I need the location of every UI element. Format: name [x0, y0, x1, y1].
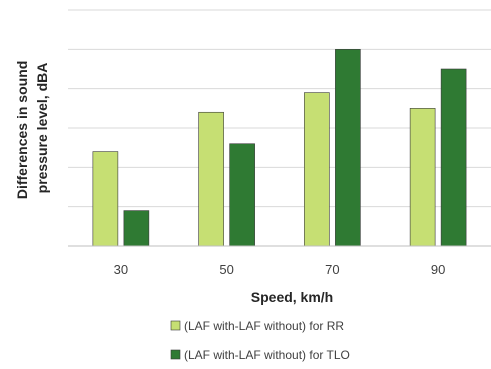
x-tick-label-30: 30: [114, 262, 128, 277]
bar-rr-30: [92, 151, 119, 247]
bar-rr-90: [409, 108, 436, 247]
x-tick-label-70: 70: [325, 262, 339, 277]
bar-rr-70: [304, 92, 330, 247]
legend-label-tlo: (LAF with-LAF without) for TLO: [184, 348, 350, 362]
bars: [92, 49, 467, 247]
legend-label-rr: (LAF with-LAF without) for RR: [184, 319, 344, 333]
bar-tlo-90: [440, 68, 467, 247]
y-axis-title: Differences in sound pressure level, dBA: [14, 57, 50, 199]
legend-item-rr: (LAF with-LAF without) for RR: [170, 319, 344, 333]
y-axis-title-line-2: pressure level, dBA: [34, 63, 50, 194]
x-tick-labels: 30 50 70 90: [114, 262, 446, 277]
legend-swatch-rr: [170, 320, 181, 331]
legend-swatch-tlo: [170, 349, 181, 360]
legend: (LAF with-LAF without) for RR (LAF with-…: [170, 319, 350, 362]
x-axis-title: Speed, km/h: [251, 289, 333, 305]
y-axis-title-line-1: Differences in sound: [14, 61, 30, 199]
bar-tlo-50: [229, 143, 255, 247]
x-tick-label-50: 50: [219, 262, 233, 277]
bar-tlo-70: [335, 49, 361, 247]
legend-item-tlo: (LAF with-LAF without) for TLO: [170, 348, 350, 362]
bar-rr-50: [198, 111, 224, 247]
bar-tlo-30: [123, 210, 150, 247]
x-tick-label-90: 90: [431, 262, 445, 277]
